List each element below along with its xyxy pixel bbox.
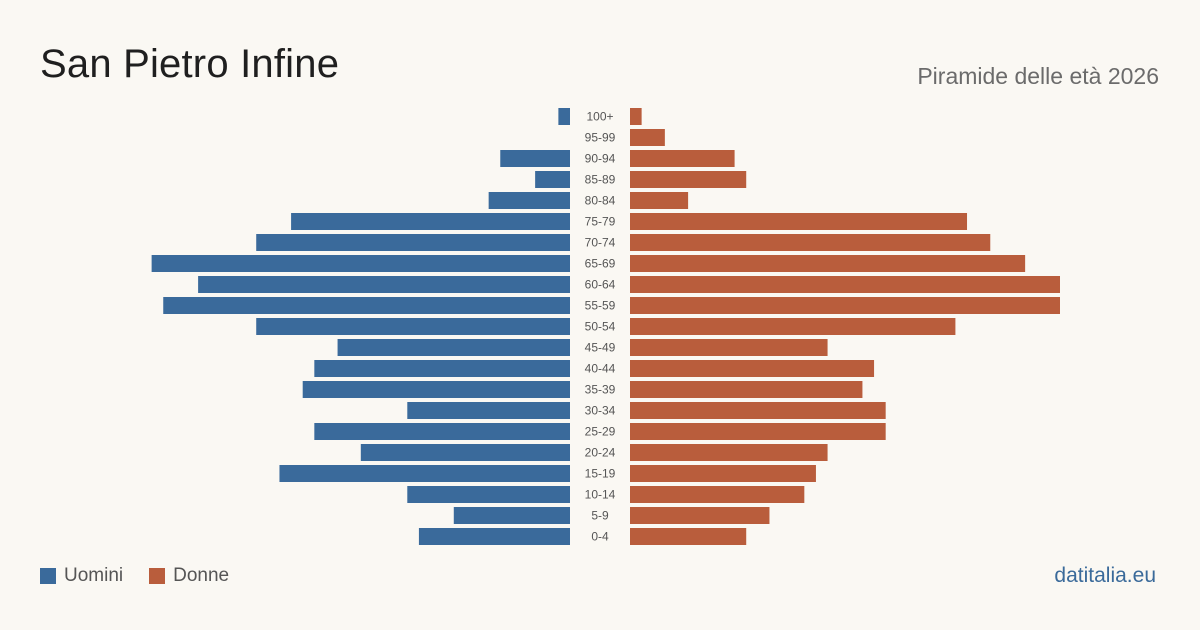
- age-label-55-59: 55-59: [585, 299, 616, 313]
- bar-female-35-39: [630, 381, 863, 398]
- age-label-75-79: 75-79: [585, 215, 616, 229]
- bar-female-20-24: [630, 444, 828, 461]
- bar-male-35-39: [302, 381, 570, 398]
- age-label-50-54: 50-54: [585, 320, 616, 334]
- bar-male-75-79: [291, 213, 570, 230]
- legend: Uomini Donne: [40, 565, 255, 587]
- bar-female-30-34: [630, 402, 886, 419]
- chart-subtitle: Piramide delle età 2026: [917, 63, 1159, 89]
- bar-female-65-69: [630, 255, 1026, 272]
- bar-female-25-29: [630, 423, 886, 440]
- bar-female-10-14: [630, 486, 805, 503]
- legend-label-female: Donne: [173, 565, 230, 586]
- bar-female-50-54: [630, 318, 956, 335]
- age-label-95-99: 95-99: [585, 131, 616, 145]
- bar-female-70-74: [630, 234, 991, 251]
- legend-swatch-female: [149, 568, 166, 584]
- bar-male-20-24: [360, 444, 570, 461]
- age-label-15-19: 15-19: [585, 467, 616, 481]
- brand-link[interactable]: datitalia.eu: [1054, 564, 1156, 587]
- bar-male-55-59: [163, 297, 571, 314]
- age-label-90-94: 90-94: [585, 152, 616, 166]
- bar-male-25-29: [314, 423, 570, 440]
- bar-female-60-64: [630, 276, 1060, 293]
- age-label-65-69: 65-69: [585, 257, 616, 271]
- legend-item-female: Donne: [149, 565, 229, 587]
- bar-male-45-49: [337, 339, 570, 356]
- chart-title: San Pietro Infine: [40, 42, 340, 86]
- age-label-35-39: 35-39: [585, 383, 616, 397]
- bar-male-80-84: [488, 192, 570, 209]
- bar-female-0-4: [630, 528, 747, 545]
- bar-male-5-9: [453, 507, 570, 524]
- bar-female-100plus: [630, 108, 642, 125]
- age-label-25-29: 25-29: [585, 425, 616, 439]
- legend-label-male: Uomini: [64, 565, 124, 586]
- age-label-20-24: 20-24: [585, 446, 616, 460]
- bar-male-100plus: [558, 108, 570, 125]
- bar-female-90-94: [630, 150, 735, 167]
- age-label-40-44: 40-44: [585, 362, 616, 376]
- bar-male-30-34: [407, 402, 570, 419]
- bar-male-90-94: [500, 150, 570, 167]
- bar-female-85-89: [630, 171, 747, 188]
- age-label-80-84: 80-84: [585, 194, 616, 208]
- age-label-30-34: 30-34: [585, 404, 616, 418]
- bar-female-75-79: [630, 213, 968, 230]
- bar-male-40-44: [314, 360, 570, 377]
- bar-male-60-64: [198, 276, 571, 293]
- bar-male-10-14: [407, 486, 570, 503]
- bar-female-45-49: [630, 339, 828, 356]
- bar-female-15-19: [630, 465, 816, 482]
- age-label-5-9: 5-9: [591, 509, 609, 523]
- age-label-60-64: 60-64: [585, 278, 616, 292]
- bar-male-65-69: [151, 255, 570, 272]
- bar-male-0-4: [418, 528, 570, 545]
- age-label-10-14: 10-14: [585, 488, 616, 502]
- bar-female-55-59: [630, 297, 1060, 314]
- age-label-0-4: 0-4: [591, 530, 609, 544]
- legend-swatch-male: [40, 568, 56, 584]
- age-label-45-49: 45-49: [585, 341, 616, 355]
- bar-male-50-54: [256, 318, 570, 335]
- age-label-85-89: 85-89: [585, 173, 616, 187]
- legend-item-male: Uomini: [40, 565, 123, 587]
- bar-female-5-9: [630, 507, 770, 524]
- age-label-70-74: 70-74: [585, 236, 616, 250]
- bar-female-95-99: [630, 129, 665, 146]
- bar-female-80-84: [630, 192, 689, 209]
- population-pyramid-chart: 100+ 95-99 90-94 85-89 80-84 75-79 70-74 65-69 6…: [151, 108, 1060, 545]
- bar-male-15-19: [279, 465, 570, 482]
- bar-male-85-89: [535, 171, 570, 188]
- age-label-100plus: 100+: [586, 110, 613, 124]
- bar-female-40-44: [630, 360, 875, 377]
- bar-male-70-74: [256, 234, 570, 251]
